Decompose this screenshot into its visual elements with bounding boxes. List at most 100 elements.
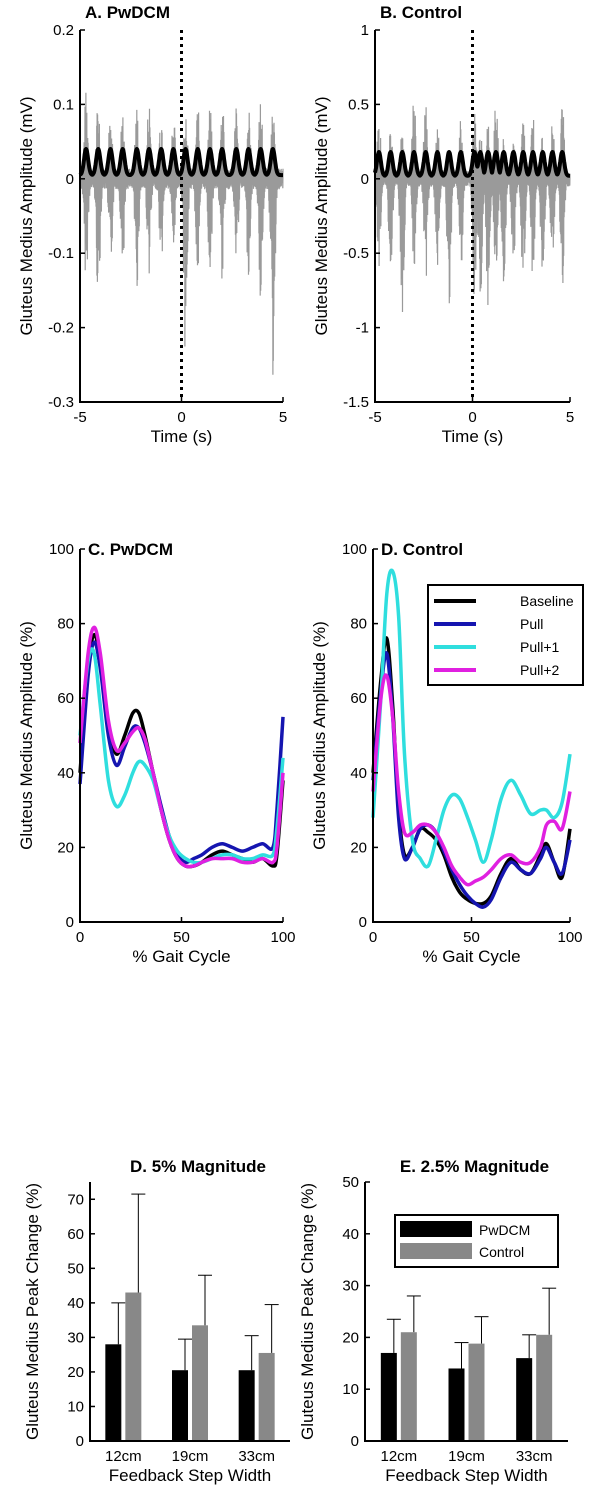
series-line-pullplus2 [78,625,285,869]
bar-control [258,1352,275,1441]
y-axis-label: Gluteus Medius Peak Change (%) [298,1183,317,1440]
bar-pwdcm [105,1344,122,1441]
panel-title: E. 2.5% Magnitude [400,1157,549,1176]
y-tick-label: -1 [356,320,369,337]
panel-E: 12cm 19cm 33cm 0 10 20 30 40 50 Feedback Step Wid… [298,1157,568,1485]
y-axis-label: Gluteus Medius Amplitude (%) [17,621,36,850]
series-line-pull [78,640,285,865]
legend-swatch [400,1221,472,1237]
x-tick-label: 100 [557,929,582,946]
y-tick-label: 60 [350,690,367,707]
y-axis-label: Gluteus Medius Amplitude (mV) [312,96,331,335]
axes [364,1182,568,1442]
legend-label: Control [479,1244,524,1260]
x-tick-label: 33cm [516,1448,553,1465]
x-axis-label: Time (s) [442,427,504,446]
bar-pwdcm [448,1368,465,1441]
x-tick-label: 19cm [448,1448,485,1465]
y-axis-label: Gluteus Medius Amplitude (mV) [17,96,36,335]
y-tick-label: 60 [67,1226,84,1243]
x-axis-label: % Gait Cycle [422,947,520,966]
bar-pwdcm [516,1358,533,1441]
panel-title: D. 5% Magnitude [130,1157,266,1176]
bar-pwdcm [380,1352,397,1441]
y-tick-label: 70 [67,1191,84,1208]
x-axis-label: Feedback Step Width [385,1466,548,1485]
emg-envelope-line [373,149,570,178]
y-tick-label: -0.5 [343,245,369,262]
y-tick-label: -1.5 [343,394,369,411]
bar-control [536,1334,553,1441]
y-tick-label: 0.1 [53,96,74,113]
y-tick-label: 0 [359,914,367,931]
y-tick-label: 0 [66,171,74,188]
panel-title: C. PwDCM [88,540,173,559]
panel-C: 0 20 40 60 80 100 0 50 100 % Gait Cycle Gluteus Me… [17,540,296,966]
y-tick-label: -0.2 [48,320,74,337]
legend: PwDCM Control [394,1214,559,1268]
axes [372,549,570,923]
y-tick-label: 0 [361,171,369,188]
panel-title: D. Control [381,540,463,559]
legend-label: Pull [520,616,543,632]
panel-B: -1.5 -1 -0.5 0 0.5 1 -5 0 5 Time (s) Gluteus Mediu… [312,3,574,446]
y-tick-label: 10 [342,1381,359,1398]
x-tick-label: 0 [76,929,84,946]
x-tick-label: -5 [73,409,86,426]
x-axis-label: Feedback Step Width [109,1466,272,1485]
legend: Baseline Pull Pull+1 Pull+2 [427,584,584,686]
x-tick-label: 0 [369,929,377,946]
axes [79,549,283,923]
y-tick-label: 60 [57,690,74,707]
axes [89,1182,290,1442]
y-tick-label: 0.2 [53,22,74,39]
y-tick-label: 50 [67,1260,84,1277]
y-axis-label: Gluteus Medius Peak Change (%) [23,1183,42,1440]
y-tick-label: 30 [67,1329,84,1346]
y-tick-label: 1 [361,22,369,39]
y-tick-label: 0 [351,1433,359,1450]
panel-D1: 0 20 40 60 80 100 0 50 100 % Gait Cycle Gluteus Me… [310,540,584,966]
panel-A: -0.3 -0.2 -0.1 0 0.1 0.2 -5 0 5 Time (s) Gluteus M… [17,3,287,446]
y-tick-label: 20 [67,1364,84,1381]
y-tick-label: 100 [49,541,74,558]
bar-control [192,1325,208,1441]
legend-swatch [400,1243,472,1259]
y-tick-label: 40 [342,1226,359,1243]
y-tick-label: 30 [342,1278,359,1295]
y-tick-label: 0.5 [348,96,369,113]
x-tick-label: 50 [173,929,190,946]
series-line-pullplus2 [371,673,572,887]
axes [374,30,570,403]
series-line-pullplus1 [371,568,572,869]
y-tick-label: 0 [76,1433,84,1450]
series-line-pullplus1 [78,647,285,865]
y-tick-label: 20 [350,839,367,856]
x-tick-label: 50 [463,929,480,946]
x-tick-label: 5 [279,409,287,426]
x-tick-label: 100 [270,929,295,946]
legend-label: PwDCM [479,1222,530,1238]
x-axis-label: % Gait Cycle [132,947,230,966]
y-tick-label: -0.1 [48,245,74,262]
x-tick-label: -5 [368,409,381,426]
x-tick-label: 12cm [105,1448,142,1465]
y-tick-label: 100 [342,541,367,558]
panel-title: A. PwDCM [85,3,170,22]
bar-pwdcm [238,1370,255,1441]
x-tick-label: 0 [468,409,476,426]
y-axis-label: Gluteus Medius Amplitude (%) [310,621,329,850]
y-tick-label: 40 [350,765,367,782]
y-tick-label: 10 [67,1398,84,1415]
y-tick-label: 50 [342,1174,359,1191]
bar-pwdcm [172,1370,188,1441]
legend-label: Pull+2 [520,662,560,678]
bar-control [125,1292,142,1441]
legend-label: Baseline [520,593,574,609]
bar-control [400,1332,417,1441]
y-tick-label: 20 [57,839,74,856]
axes [79,30,283,403]
x-tick-label: 5 [566,409,574,426]
y-tick-label: 40 [57,765,74,782]
